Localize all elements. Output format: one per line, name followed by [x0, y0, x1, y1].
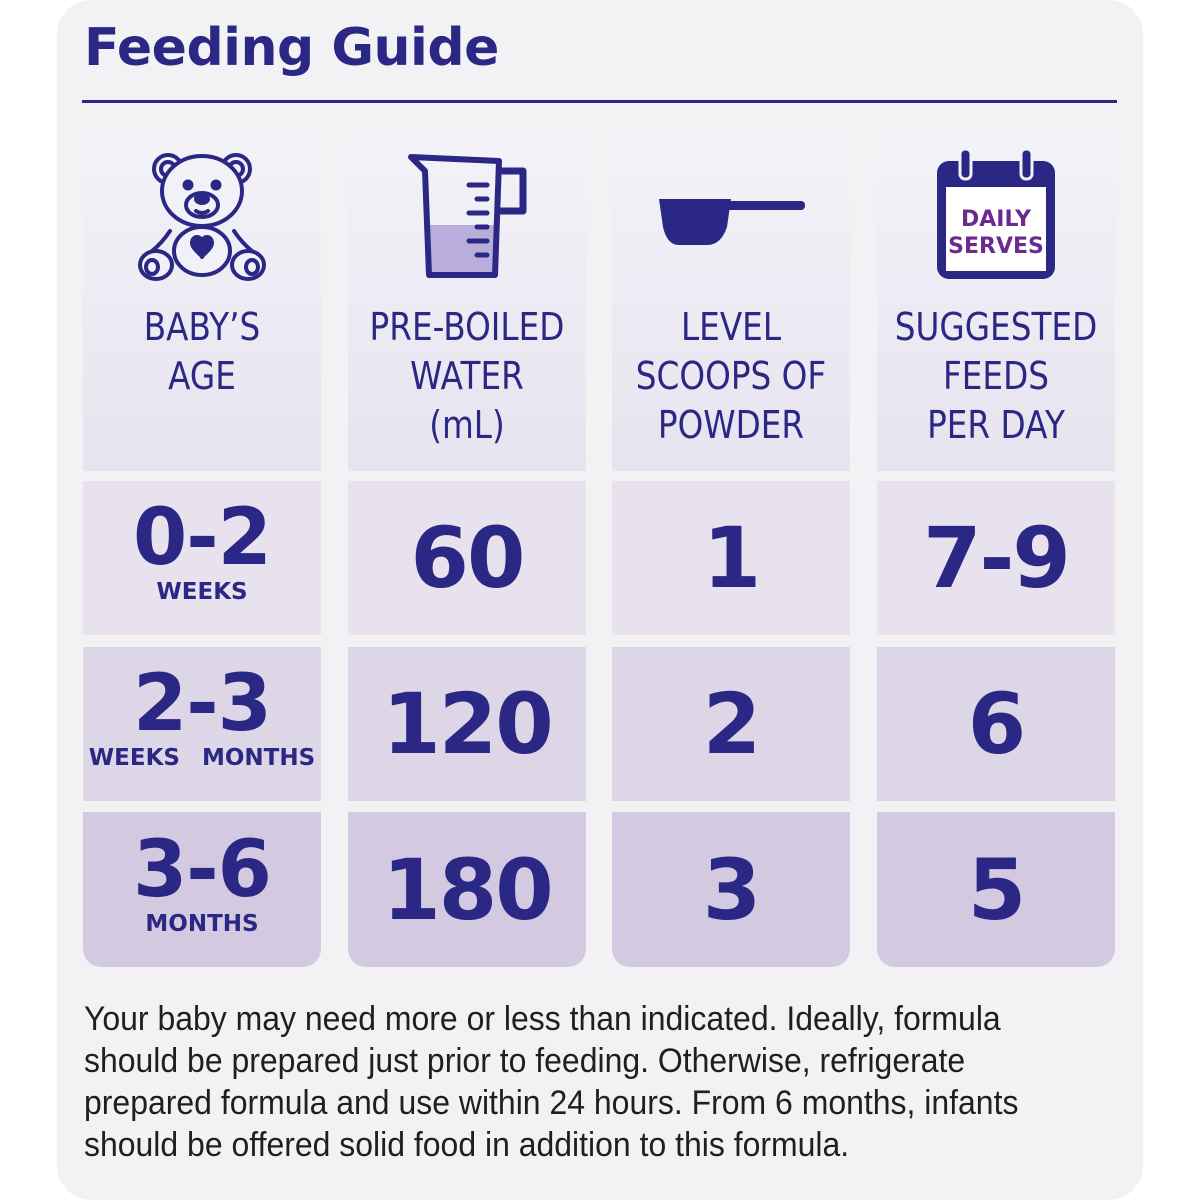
column-label-scoops: LEVEL SCOOPS OF POWDER — [635, 305, 827, 447]
calendar-text-serves: SERVES — [948, 234, 1044, 259]
column-header-feeds: DAILY SERVES SUGGESTED FEEDS PER DAY — [877, 125, 1115, 471]
table-cell-scoops: 3 — [612, 812, 850, 967]
table-cell-water: 60 — [348, 481, 586, 635]
table-cell-feeds: 5 — [877, 812, 1115, 967]
column-header-scoops: LEVEL SCOOPS OF POWDER — [612, 125, 850, 471]
table-cell-age: 0-2 WEEKS — [83, 481, 321, 635]
feeding-note: Your baby may need more or less than ind… — [84, 1000, 1019, 1164]
table-cell-feeds: 7-9 — [877, 481, 1115, 635]
table-cell-water: 180 — [348, 812, 586, 967]
column-label-age: BABY’S AGE — [143, 305, 261, 398]
title-divider — [82, 100, 1117, 103]
page-title: Feeding Guide — [84, 18, 499, 78]
table-cell-scoops: 2 — [612, 647, 850, 801]
measuring-jug-icon — [348, 147, 586, 287]
table-cell-scoops: 1 — [612, 481, 850, 635]
table-cell-water: 120 — [348, 647, 586, 801]
column-label-water: PRE-BOILED WATER (mL) — [369, 305, 565, 447]
calendar-icon: DAILY SERVES — [877, 147, 1115, 287]
table-cell-age: 3-6 MONTHS — [83, 812, 321, 967]
teddy-bear-icon — [83, 147, 321, 287]
scoop-icon — [612, 147, 850, 287]
column-label-feeds: SUGGESTED FEEDS PER DAY — [894, 305, 1098, 447]
table-cell-feeds: 6 — [877, 647, 1115, 801]
column-header-water: PRE-BOILED WATER (mL) — [348, 125, 586, 471]
column-header-age: BABY’S AGE — [83, 125, 321, 471]
table-cell-age: 2-3 WEEKS MONTHS — [83, 647, 321, 801]
calendar-text-daily: DAILY — [961, 207, 1032, 232]
